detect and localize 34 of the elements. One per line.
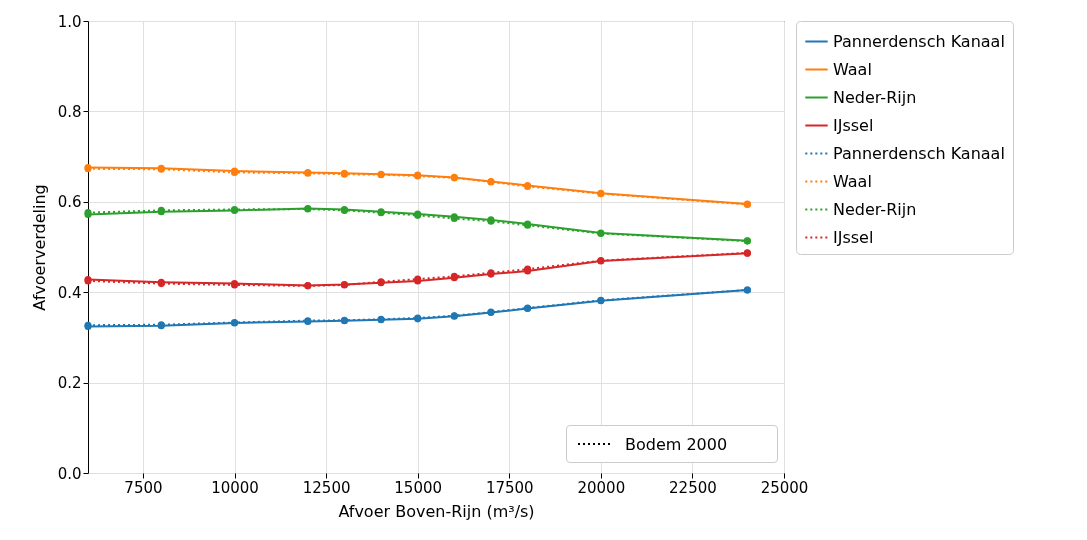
- y-axis-title: Afvoerverdeling: [29, 184, 49, 311]
- x-tick-label: 10000: [211, 478, 259, 497]
- x-axis-title: Afvoer Boven-Rijn (m³/s): [338, 501, 535, 521]
- y-tick-label: 1.0: [57, 12, 82, 31]
- point: [304, 205, 312, 213]
- y-tick-label: 0.6: [57, 193, 82, 212]
- annotation: Bodem 2000: [625, 434, 728, 454]
- legend-box: Bodem 2000: [566, 425, 778, 463]
- point: [597, 229, 605, 237]
- x-tick-label: 17500: [485, 478, 534, 497]
- x-tick-label: 25000: [760, 478, 809, 497]
- y-tick-label: 0.8: [57, 102, 82, 121]
- legend-label: Pannerdensch Kanaal: [833, 143, 1005, 163]
- legend-label: Waal: [833, 59, 872, 79]
- legend-label: Neder-Rijn: [833, 87, 917, 107]
- x-tick-label: 20000: [577, 478, 626, 497]
- legend-label: Neder-Rijn: [833, 199, 917, 219]
- point: [340, 281, 348, 289]
- point: [743, 237, 751, 245]
- x-tick-label: 22500: [669, 478, 717, 497]
- x-tick-label: 15000: [394, 478, 443, 497]
- point: [597, 257, 605, 265]
- y-tick-label: 0.0: [57, 464, 82, 483]
- point: [743, 249, 751, 257]
- legend-label: IJssel: [833, 227, 874, 247]
- legend-label: Pannerdensch Kanaal: [833, 31, 1005, 51]
- x-tick-label: 12500: [302, 478, 351, 497]
- y-tick-label: 0.4: [57, 283, 82, 302]
- y-tick-label: 0.2: [57, 374, 82, 393]
- point: [524, 304, 532, 312]
- point: [450, 312, 458, 320]
- legend-label: IJssel: [833, 115, 874, 135]
- legend-label: Waal: [833, 171, 872, 191]
- x-tick-label: 7500: [124, 478, 163, 497]
